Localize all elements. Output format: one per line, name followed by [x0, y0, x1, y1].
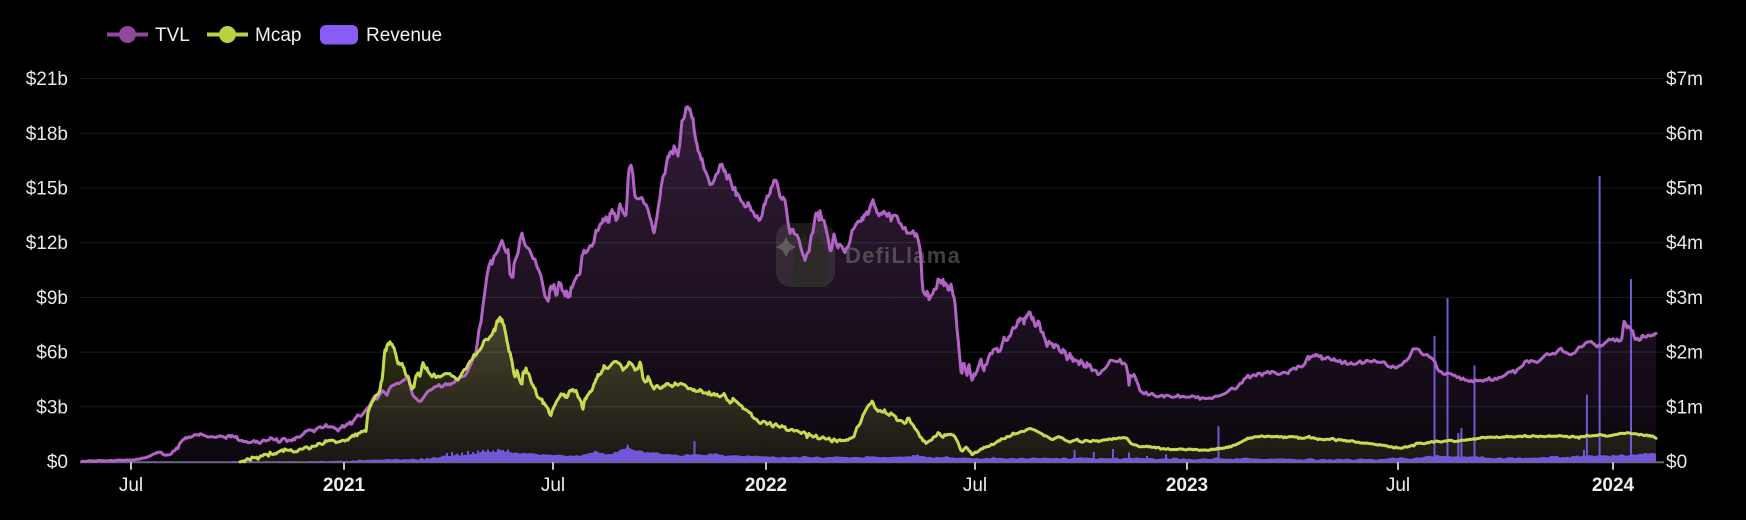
svg-text:2021: 2021 [323, 475, 366, 496]
svg-text:$15b: $15b [26, 179, 68, 200]
svg-text:$18b: $18b [26, 124, 68, 145]
svg-text:$21b: $21b [26, 69, 68, 90]
svg-text:$2m: $2m [1666, 343, 1703, 364]
svg-text:$7m: $7m [1666, 69, 1703, 90]
svg-text:$1m: $1m [1666, 397, 1703, 418]
svg-text:Jul: Jul [963, 475, 987, 496]
svg-text:$12b: $12b [26, 233, 68, 254]
svg-text:$6b: $6b [36, 343, 68, 364]
svg-text:$0: $0 [1666, 452, 1687, 473]
svg-text:Jul: Jul [1386, 475, 1410, 496]
svg-text:$0: $0 [47, 452, 68, 473]
svg-text:$9b: $9b [36, 288, 68, 309]
svg-text:Jul: Jul [119, 475, 143, 496]
svg-text:DefiLlama: DefiLlama [845, 243, 961, 268]
svg-text:$4m: $4m [1666, 233, 1703, 254]
svg-text:2024: 2024 [1592, 475, 1635, 496]
svg-text:Jul: Jul [541, 475, 565, 496]
svg-text:$3m: $3m [1666, 288, 1703, 309]
svg-text:$5m: $5m [1666, 179, 1703, 200]
svg-text:Mcap: Mcap [255, 25, 301, 46]
svg-text:TVL: TVL [155, 25, 190, 46]
svg-text:$3b: $3b [36, 397, 68, 418]
svg-text:2022: 2022 [745, 475, 787, 496]
svg-text:Revenue: Revenue [366, 25, 442, 46]
svg-text:2023: 2023 [1166, 475, 1208, 496]
svg-text:$6m: $6m [1666, 124, 1703, 145]
